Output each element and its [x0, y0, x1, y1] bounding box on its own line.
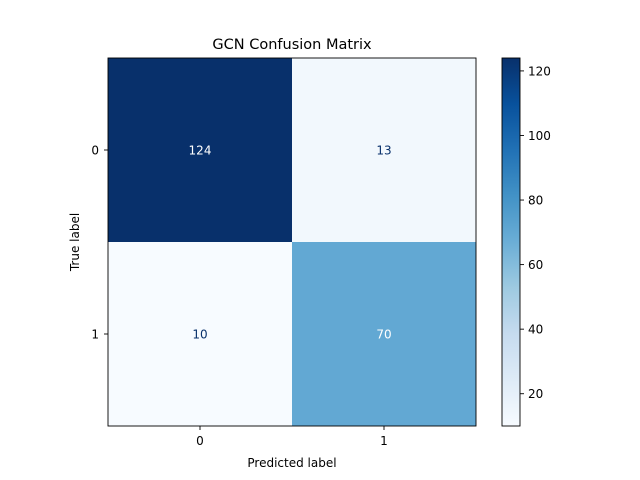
chart-title: GCN Confusion Matrix — [212, 37, 372, 53]
colorbar-tick-label: 80 — [528, 194, 543, 208]
colorbar-ticks: 20 40 60 80 100 120 — [520, 64, 551, 401]
heatmap-cell — [108, 58, 292, 242]
plot-frame — [107, 57, 477, 427]
heatmap-cell — [292, 242, 476, 426]
y-axis-label: True label — [68, 213, 82, 272]
heatmap-cell — [108, 242, 292, 426]
heatmap-cell — [292, 58, 476, 242]
colorbar-tick-label: 100 — [528, 129, 551, 143]
colorbar-tick-label: 120 — [528, 64, 551, 78]
colorbar-tick-label: 40 — [528, 323, 543, 337]
cell-value-label: 70 — [376, 328, 391, 342]
cell-value-label: 10 — [192, 328, 207, 342]
cell-value-label: 124 — [189, 144, 212, 158]
y-axis-ticks: 01 — [91, 144, 108, 342]
heatmap-cells: 124 13 10 70 — [108, 58, 476, 426]
cell-value-label: 13 — [376, 144, 391, 158]
x-axis-label: Predicted label — [247, 456, 336, 470]
colorbar — [501, 57, 521, 427]
x-tick-label: 1 — [380, 434, 388, 448]
y-tick-label: 1 — [91, 328, 99, 342]
colorbar-tick-label: 20 — [528, 387, 543, 401]
x-tick-label: 0 — [196, 434, 204, 448]
colorbar-tick-label: 60 — [528, 258, 543, 272]
y-tick-label: 0 — [91, 144, 99, 158]
